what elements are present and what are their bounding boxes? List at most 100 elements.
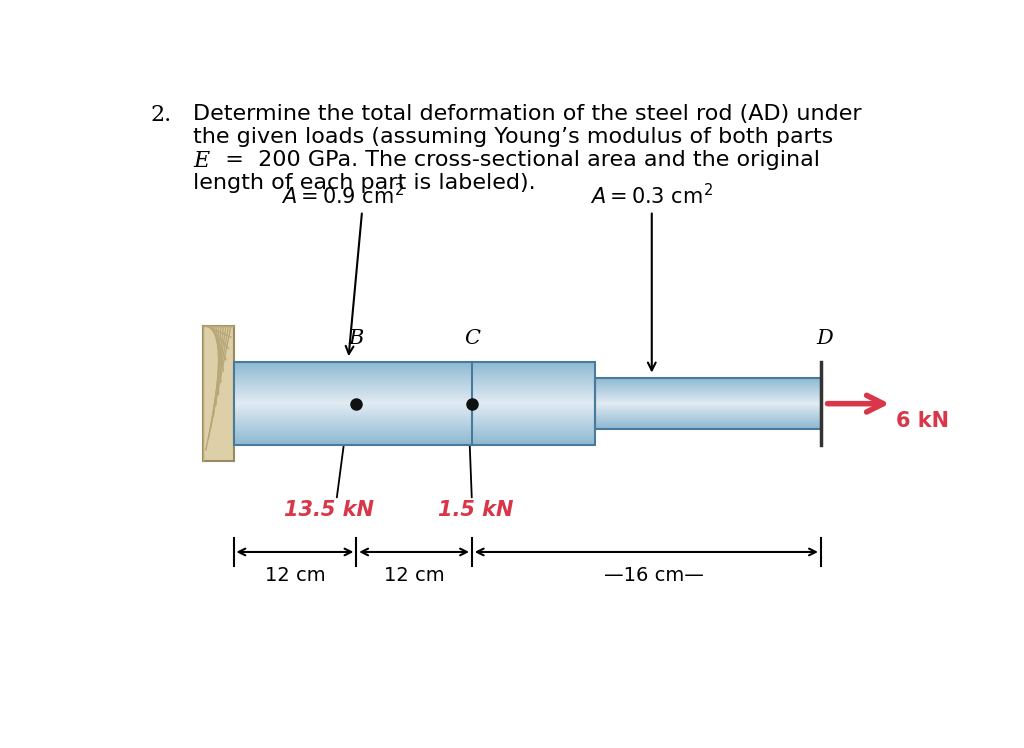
Bar <box>233 363 595 364</box>
Bar <box>233 397 595 399</box>
Bar <box>595 415 821 417</box>
Bar <box>595 408 821 409</box>
Bar <box>595 411 821 413</box>
Bar <box>233 426 595 427</box>
Bar <box>233 381 595 383</box>
Bar <box>233 405 595 407</box>
Bar <box>233 375 595 376</box>
Text: =  200 GPa. The cross-sectional area and the original: = 200 GPa. The cross-sectional area and … <box>211 150 819 171</box>
Bar <box>233 390 595 392</box>
Bar <box>233 427 595 429</box>
Bar <box>595 404 821 405</box>
Bar <box>233 396 595 397</box>
Bar <box>595 405 821 407</box>
Bar <box>595 404 821 405</box>
Text: 12 cm: 12 cm <box>384 566 444 586</box>
Bar <box>233 444 595 445</box>
Bar <box>233 362 595 445</box>
Bar <box>233 396 595 398</box>
Bar <box>233 435 595 437</box>
Bar <box>233 362 595 364</box>
Bar <box>233 405 595 406</box>
Bar <box>595 414 821 415</box>
Bar <box>233 438 595 439</box>
Bar <box>595 380 821 381</box>
Text: 1.5 kN: 1.5 kN <box>438 500 514 520</box>
Text: —16 cm—: —16 cm— <box>604 566 705 586</box>
Bar <box>233 410 595 411</box>
Bar <box>595 412 821 414</box>
Bar <box>595 420 821 421</box>
Bar <box>233 406 595 408</box>
Bar <box>595 378 821 379</box>
Bar <box>233 443 595 444</box>
Bar <box>233 425 595 426</box>
Bar <box>233 441 595 443</box>
Text: E: E <box>194 150 209 172</box>
Bar <box>595 414 821 415</box>
Bar <box>595 402 821 404</box>
Bar <box>595 384 821 385</box>
Bar <box>595 381 821 382</box>
Bar <box>233 364 595 365</box>
Bar <box>233 391 595 393</box>
Text: D: D <box>816 328 834 348</box>
Bar <box>233 418 595 420</box>
Bar <box>595 402 821 403</box>
Bar <box>595 392 821 393</box>
Bar <box>595 416 821 417</box>
Bar <box>233 438 595 440</box>
Bar <box>595 387 821 388</box>
Text: B: B <box>348 328 364 348</box>
Bar <box>595 405 821 406</box>
Bar <box>233 393 595 394</box>
Bar <box>595 381 821 383</box>
Bar <box>233 390 595 391</box>
Bar <box>595 391 821 393</box>
Bar <box>595 395 821 396</box>
Bar <box>595 388 821 390</box>
Bar <box>233 414 595 415</box>
Bar <box>233 384 595 385</box>
Bar <box>595 418 821 419</box>
Bar <box>233 379 595 380</box>
Bar <box>233 429 595 430</box>
Bar <box>233 373 595 375</box>
Bar <box>233 370 595 371</box>
Bar <box>233 442 595 444</box>
Bar <box>233 378 595 379</box>
Bar <box>233 399 595 400</box>
Bar <box>595 417 821 418</box>
Text: $A = 0.9\ \mathrm{cm}^2$: $A = 0.9\ \mathrm{cm}^2$ <box>281 183 403 208</box>
Text: Determine the total deformation of the steel rod (AD) under: Determine the total deformation of the s… <box>194 104 862 124</box>
Bar <box>233 368 595 370</box>
Bar <box>595 424 821 426</box>
Text: C: C <box>464 328 480 348</box>
Bar <box>595 428 821 429</box>
Bar <box>233 376 595 378</box>
Bar <box>595 424 821 425</box>
Bar <box>595 427 821 428</box>
Bar <box>595 396 821 397</box>
Bar <box>595 378 821 429</box>
Text: 6 kN: 6 kN <box>896 411 949 431</box>
Bar <box>233 399 595 401</box>
Bar <box>233 403 595 405</box>
Bar <box>233 398 595 399</box>
Bar <box>233 426 595 428</box>
Bar <box>233 366 595 367</box>
Bar <box>595 380 821 381</box>
Bar <box>595 422 821 423</box>
Bar <box>595 398 821 399</box>
Text: 12 cm: 12 cm <box>264 566 326 586</box>
Bar <box>233 435 595 436</box>
Bar <box>595 399 821 400</box>
Bar <box>233 374 595 375</box>
Bar <box>595 394 821 396</box>
Bar <box>233 395 595 396</box>
Bar <box>595 409 821 410</box>
Bar <box>595 414 821 416</box>
Bar <box>595 379 821 380</box>
Bar <box>233 408 595 409</box>
Bar <box>595 399 821 401</box>
